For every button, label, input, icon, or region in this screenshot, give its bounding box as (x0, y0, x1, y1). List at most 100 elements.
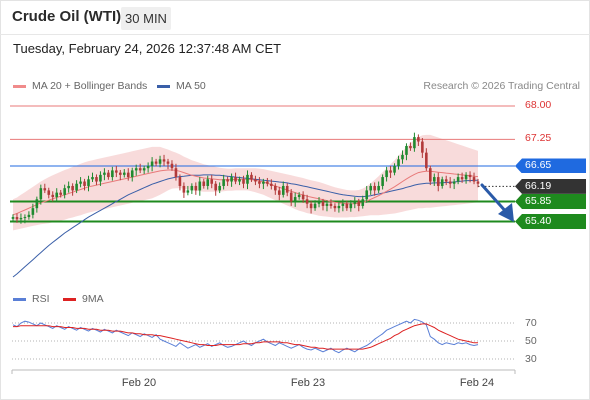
candle-body-73 (301, 194, 305, 200)
candle-body-66 (274, 185, 277, 191)
candle-body-35 (150, 161, 154, 166)
candle-body-115 (468, 174, 472, 178)
candle-body-17 (79, 181, 82, 184)
candle-body-10 (51, 194, 55, 198)
x-tick-feb24: Feb 24 (459, 377, 495, 389)
candle-body-116 (472, 177, 476, 182)
candle-body-44 (186, 190, 190, 193)
legend-ma50-label: MA 50 (176, 80, 206, 92)
candle-body-113 (460, 177, 464, 180)
candle-body-77 (317, 201, 321, 204)
forecast-arrow-head (498, 203, 514, 222)
legend-swatch-ma50 (157, 84, 170, 88)
candle-body-3 (23, 217, 27, 219)
rsi-ma-line (13, 323, 478, 350)
candle-body-28 (122, 172, 126, 175)
candle-body-98 (401, 154, 404, 160)
level-label-67-25: 67.25 (525, 132, 552, 145)
candle-body-105 (429, 168, 432, 182)
candle-body-2 (19, 217, 23, 220)
rsi-tick-70: 70 (525, 317, 537, 329)
candle-body-24 (107, 172, 110, 178)
candle-body-59 (246, 174, 249, 184)
candle-body-41 (174, 168, 178, 178)
candle-body-29 (126, 172, 130, 178)
candle-body-100 (409, 145, 412, 149)
candle-body-90 (369, 185, 372, 191)
candle-body-36 (154, 161, 158, 164)
candle-body-12 (59, 192, 62, 195)
candle-body-75 (309, 203, 313, 209)
legend-ma50: MA 50 (157, 80, 206, 92)
ma50-line (12, 174, 478, 278)
legend-rsi-ma-label: 9MA (82, 293, 104, 305)
level-label-65-40: 65.40 (515, 214, 586, 229)
legend-rsi-ma: 9MA (63, 293, 104, 305)
x-tick-feb23: Feb 23 (290, 377, 326, 389)
candle-body-33 (142, 168, 146, 171)
level-label-68-00: 68.00 (525, 99, 552, 111)
candle-body-45 (190, 185, 194, 191)
candle-body-58 (242, 179, 245, 184)
candle-body-111 (452, 181, 456, 184)
candle-body-114 (464, 174, 468, 180)
legend-bollinger: MA 20 + Bollinger Bands (13, 80, 147, 92)
legend-rsi: RSI (13, 293, 50, 305)
candle-body-85 (349, 203, 353, 209)
legend-swatch-rsi (13, 297, 26, 301)
candle-body-110 (448, 181, 452, 184)
candle-body-69 (285, 185, 289, 193)
candle-body-27 (119, 172, 122, 175)
candle-body-94 (385, 170, 388, 178)
timeframe-button[interactable]: 30 MIN (121, 7, 171, 30)
candle-body-84 (345, 203, 349, 209)
candle-body-92 (377, 185, 380, 191)
candle-body-57 (238, 179, 241, 182)
candle-body-61 (254, 179, 257, 182)
candle-body-7 (39, 188, 43, 200)
candle-body-6 (35, 199, 39, 209)
candle-body-63 (262, 181, 265, 184)
candle-body-11 (55, 192, 59, 198)
level-label-65-85: 65.85 (515, 194, 586, 209)
candle-body-81 (333, 205, 337, 209)
legend-bollinger-label: MA 20 + Bollinger Bands (32, 80, 148, 92)
candle-body-103 (421, 141, 424, 153)
candle-body-117 (476, 181, 480, 184)
candle-body-102 (417, 137, 420, 142)
candle-body-101 (413, 137, 416, 149)
candle-body-1 (15, 217, 19, 220)
candle-body-109 (444, 179, 448, 182)
legend-rsi-label: RSI (32, 293, 50, 305)
candle-body-43 (182, 185, 186, 193)
candle-body-4 (27, 214, 31, 218)
candle-body-51 (214, 183, 217, 191)
candle-body-80 (329, 203, 333, 206)
candle-body-83 (341, 203, 345, 206)
candle-body-47 (198, 181, 202, 191)
candle-body-46 (194, 185, 198, 191)
candle-body-60 (250, 174, 253, 180)
credit-text: Research © 2026 Trading Central (423, 80, 580, 92)
candle-body-25 (111, 170, 114, 178)
timestamp: Tuesday, February 24, 2026 12:37:48 AM C… (13, 41, 282, 56)
candle-body-37 (158, 159, 162, 164)
x-tick-feb20: Feb 20 (121, 377, 157, 389)
candle-body-93 (381, 177, 384, 186)
candle-body-87 (357, 201, 361, 206)
candle-body-34 (146, 165, 150, 169)
candle-body-21 (95, 177, 98, 182)
bollinger-band (13, 134, 478, 231)
candle-body-19 (87, 179, 90, 186)
candle-body-79 (325, 203, 329, 206)
candle-body-50 (210, 179, 214, 184)
candle-body-82 (337, 205, 341, 209)
candle-body-23 (103, 172, 106, 175)
candle-body-40 (170, 163, 174, 169)
candle-body-106 (432, 177, 436, 182)
rsi-tick-30: 30 (525, 353, 537, 365)
header-divider (0, 34, 590, 35)
candle-body-64 (266, 181, 269, 184)
candle-body-18 (83, 181, 86, 186)
